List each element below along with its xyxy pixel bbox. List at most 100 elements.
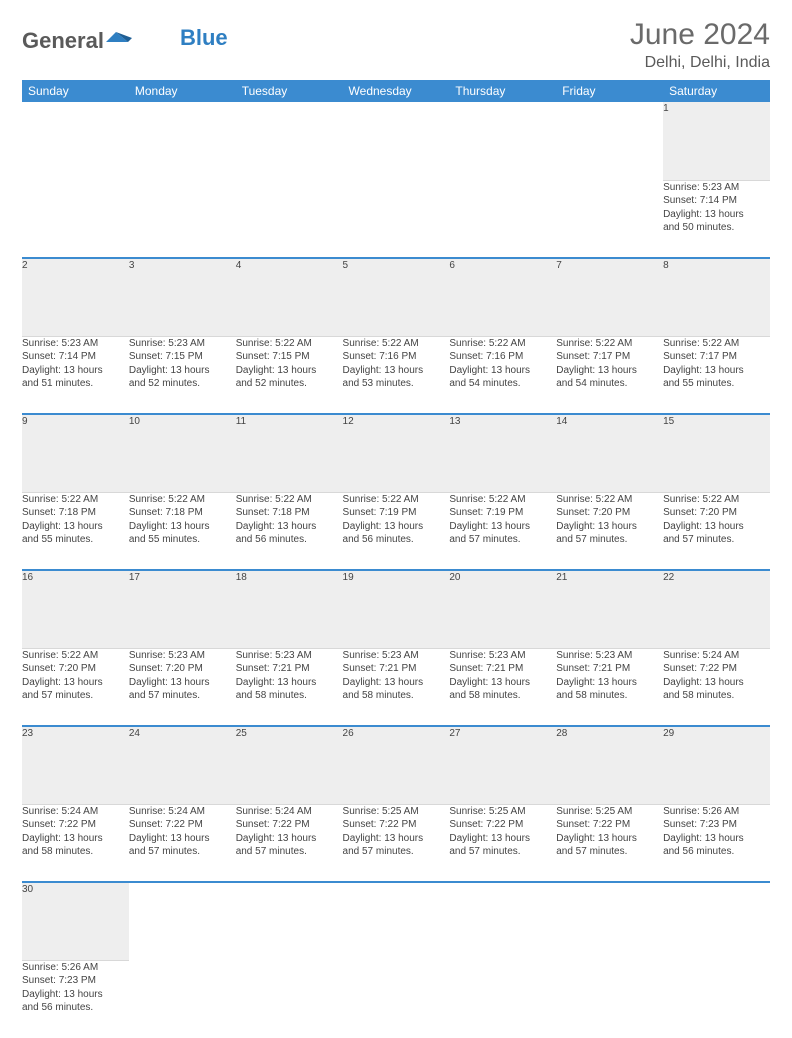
daylight-text: and 57 minutes. [663,533,770,547]
daylight-text: Daylight: 13 hours [556,520,663,534]
sunset-text: Sunset: 7:22 PM [663,662,770,676]
sunset-text: Sunset: 7:22 PM [556,818,663,832]
day-content-row: Sunrise: 5:23 AMSunset: 7:14 PM Daylight:… [22,336,770,414]
sunrise-text: Sunrise: 5:23 AM [556,649,663,663]
day-number: 12 [343,414,450,492]
day-number: 15 [663,414,770,492]
sunrise-text: Sunrise: 5:24 AM [663,649,770,663]
sunset-text: Sunset: 7:22 PM [449,818,556,832]
day-number: 16 [22,570,129,648]
day-cell: Sunrise: 5:23 AMSunset: 7:20 PMDaylight:… [129,648,236,726]
sunrise-text: Sunrise: 5:23 AM [129,649,236,663]
day-cell [236,180,343,258]
day-cell [449,180,556,258]
daylight-text: and 58 minutes. [449,689,556,703]
day-number: 27 [449,726,556,804]
sunrise-text: Sunrise: 5:23 AM [663,181,770,195]
weekday-header: Saturday [663,80,770,102]
day-cell: Sunrise: 5:24 AMSunset: 7:22 PMDaylight:… [129,804,236,882]
daylight-text: and 52 minutes. [236,377,343,391]
day-cell: Sunrise: 5:22 AMSunset: 7:20 PMDaylight:… [556,492,663,570]
day-number-row: 1 [22,102,770,180]
daylight-text: Daylight: 13 hours [22,988,129,1002]
daylight-text: and 54 minutes. [556,377,663,391]
sunset-text: Sunset: 7:21 PM [236,662,343,676]
day-number: 7 [556,258,663,336]
day-content-row: Sunrise: 5:24 AMSunset: 7:22 PMDaylight:… [22,804,770,882]
sunset-text: Sunset: 7:18 PM [129,506,236,520]
sunrise-text: Sunrise: 5:22 AM [22,493,129,507]
sunset-text: Sunset: 7:22 PM [343,818,450,832]
day-number [236,102,343,180]
sunrise-text: Sunrise: 5:22 AM [663,493,770,507]
day-number: 2 [22,258,129,336]
daylight-text: and 52 minutes. [129,377,236,391]
header: General Blue June 2024 Delhi, Delhi, Ind… [22,18,770,72]
sunset-text: Sunset: 7:15 PM [236,350,343,364]
day-number: 30 [22,882,129,960]
day-number: 5 [343,258,450,336]
sunrise-text: Sunrise: 5:23 AM [449,649,556,663]
day-cell: Sunrise: 5:22 AMSunset: 7:16 PMDaylight:… [449,336,556,414]
day-cell [556,960,663,1038]
daylight-text: Daylight: 13 hours [556,364,663,378]
day-number-row: 9101112131415 [22,414,770,492]
day-number: 17 [129,570,236,648]
day-cell [236,960,343,1038]
sunset-text: Sunset: 7:14 PM [22,350,129,364]
weekday-header: Sunday [22,80,129,102]
day-cell [663,960,770,1038]
daylight-text: Daylight: 13 hours [343,676,450,690]
daylight-text: and 50 minutes. [663,221,770,235]
day-number: 4 [236,258,343,336]
daylight-text: Daylight: 13 hours [129,676,236,690]
day-cell [129,180,236,258]
day-number [343,102,450,180]
daylight-text: and 55 minutes. [663,377,770,391]
daylight-text: and 58 minutes. [236,689,343,703]
sunrise-text: Sunrise: 5:24 AM [22,805,129,819]
sunset-text: Sunset: 7:18 PM [22,506,129,520]
daylight-text: and 56 minutes. [343,533,450,547]
daylight-text: Daylight: 13 hours [22,832,129,846]
daylight-text: Daylight: 13 hours [556,832,663,846]
day-number-row: 30 [22,882,770,960]
daylight-text: Daylight: 13 hours [663,520,770,534]
daylight-text: Daylight: 13 hours [343,364,450,378]
day-cell: Sunrise: 5:23 AMSunset: 7:21 PMDaylight:… [556,648,663,726]
daylight-text: and 58 minutes. [343,689,450,703]
weekday-header: Thursday [449,80,556,102]
day-cell [343,180,450,258]
day-number: 24 [129,726,236,804]
sunset-text: Sunset: 7:23 PM [22,974,129,988]
daylight-text: and 57 minutes. [449,845,556,859]
calendar-table: Sunday Monday Tuesday Wednesday Thursday… [22,80,770,1038]
sunset-text: Sunset: 7:16 PM [449,350,556,364]
daylight-text: Daylight: 13 hours [343,832,450,846]
daylight-text: Daylight: 13 hours [663,832,770,846]
sunrise-text: Sunrise: 5:23 AM [129,337,236,351]
sunset-text: Sunset: 7:20 PM [22,662,129,676]
sunset-text: Sunset: 7:17 PM [663,350,770,364]
sunset-text: Sunset: 7:20 PM [663,506,770,520]
day-cell: Sunrise: 5:24 AMSunset: 7:22 PMDaylight:… [236,804,343,882]
sunrise-text: Sunrise: 5:22 AM [449,493,556,507]
day-number [663,882,770,960]
location-title: Delhi, Delhi, India [630,54,770,72]
sunrise-text: Sunrise: 5:22 AM [343,337,450,351]
daylight-text: Daylight: 13 hours [129,832,236,846]
sunrise-text: Sunrise: 5:22 AM [556,493,663,507]
day-cell: Sunrise: 5:26 AMSunset: 7:23 PMDaylight:… [663,804,770,882]
daylight-text: and 57 minutes. [449,533,556,547]
day-number: 18 [236,570,343,648]
weekday-header-row: Sunday Monday Tuesday Wednesday Thursday… [22,80,770,102]
day-number-row: 16171819202122 [22,570,770,648]
sunrise-text: Sunrise: 5:23 AM [236,649,343,663]
day-number: 22 [663,570,770,648]
day-number: 3 [129,258,236,336]
daylight-text: and 53 minutes. [343,377,450,391]
month-title: June 2024 [630,18,770,52]
sunset-text: Sunset: 7:19 PM [343,506,450,520]
day-cell: Sunrise: 5:23 AMSunset: 7:21 PMDaylight:… [449,648,556,726]
day-number: 28 [556,726,663,804]
